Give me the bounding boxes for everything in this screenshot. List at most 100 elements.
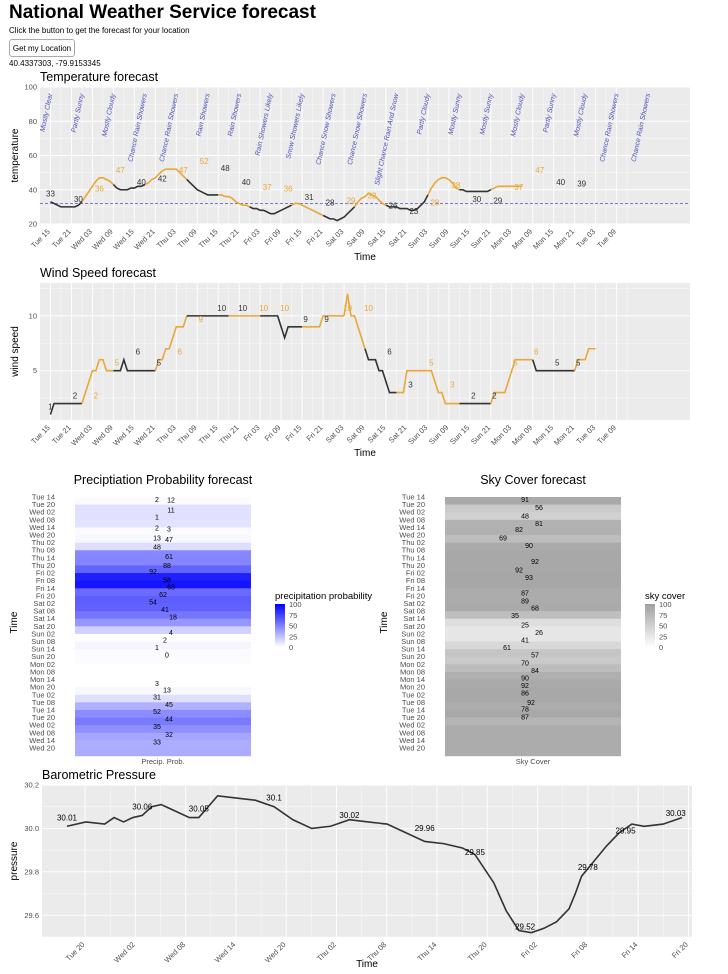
precip-value-label: 54 bbox=[149, 599, 157, 606]
precip-row-label: Mon 02 bbox=[30, 660, 55, 669]
pressure-xtick-label: Fri 20 bbox=[670, 940, 690, 960]
sky-row-label: Mon 20 bbox=[400, 683, 425, 692]
precip-cell bbox=[75, 603, 251, 612]
precip-legend-tick: 50 bbox=[289, 622, 297, 631]
precip-cell bbox=[75, 504, 251, 513]
precip-cell bbox=[75, 580, 251, 589]
precip-value-label: 61 bbox=[165, 554, 173, 561]
temperature-xtick-label: Sat 21 bbox=[387, 227, 409, 249]
temperature-xtick-label: Thu 09 bbox=[176, 227, 199, 250]
sky-value-label: 48 bbox=[521, 514, 529, 521]
wind-series-line bbox=[49, 402, 82, 415]
temperature-ytick-label: 100 bbox=[24, 83, 37, 92]
precip-row-label: Sun 14 bbox=[31, 645, 55, 654]
precip-value-label: 11 bbox=[167, 507, 174, 514]
temperature-xtick-label: Sun 21 bbox=[469, 227, 492, 250]
precip-row-label: Sat 02 bbox=[33, 599, 55, 608]
wind-data-label: 5 bbox=[157, 359, 162, 368]
wind-data-label: 6 bbox=[534, 348, 539, 357]
sky-row-label: Thu 14 bbox=[402, 553, 425, 562]
precip-value-label: 92 bbox=[149, 569, 157, 576]
precip-cell bbox=[75, 573, 251, 582]
sky-cell bbox=[445, 725, 621, 734]
temperature-xtick-label: Fri 21 bbox=[305, 227, 325, 247]
sky-value-label: 92 bbox=[521, 683, 529, 690]
wind-data-label: 6 bbox=[387, 348, 392, 357]
wind-xtick-label: Thu 03 bbox=[155, 423, 178, 446]
pressure-ytick-label: 29.8 bbox=[24, 867, 39, 876]
wind-data-label: 5 bbox=[429, 359, 434, 368]
wind-xtick-label: Wed 03 bbox=[69, 423, 94, 448]
page-subtitle: Click the button to get the forecast for… bbox=[9, 26, 190, 35]
sky-row-label: Tue 14 bbox=[402, 493, 425, 502]
sky-row-label: Thu 08 bbox=[402, 546, 425, 555]
pressure-data-label: 29.52 bbox=[515, 923, 536, 932]
coordinates-text: 40.4337303, -79.9153345 bbox=[9, 59, 101, 68]
temperature-series-line bbox=[50, 201, 83, 208]
sky-legend-tick: 50 bbox=[659, 622, 667, 631]
precip-cell bbox=[75, 565, 251, 574]
temperature-xlabel: Time bbox=[354, 252, 376, 263]
precip-row-label: Thu 02 bbox=[32, 538, 55, 547]
precip-cell bbox=[75, 512, 251, 521]
sky-cell bbox=[445, 550, 621, 559]
sky-value-label: 26 bbox=[535, 630, 543, 637]
sky-value-label: 35 bbox=[511, 613, 519, 620]
temperature-series-line bbox=[81, 176, 114, 203]
temperature-series-line bbox=[249, 204, 292, 215]
wind-xtick-label: Fri 09 bbox=[263, 423, 283, 443]
pressure-title: Barometric Pressure bbox=[42, 768, 156, 782]
precip-legend-tick: 75 bbox=[289, 611, 297, 620]
wind-xtick-label: Mon 21 bbox=[552, 423, 576, 447]
precip-legend-tick: 0 bbox=[289, 643, 293, 652]
wind-data-label: 3 bbox=[450, 381, 455, 390]
sky-cell bbox=[445, 702, 621, 711]
precip-row-label: Sat 08 bbox=[33, 607, 55, 616]
wind-xtick-label: Thu 09 bbox=[176, 423, 199, 446]
precip-row-label: Fri 20 bbox=[36, 591, 55, 600]
precip-cell bbox=[75, 717, 251, 726]
precip-cell bbox=[75, 550, 251, 559]
precip-row-label: Sun 02 bbox=[31, 629, 55, 638]
pressure-xtick-label: Tue 20 bbox=[64, 940, 87, 963]
sky-row-label: Wed 08 bbox=[399, 728, 425, 737]
pressure-data-label: 29.78 bbox=[578, 863, 599, 872]
temperature-series-line bbox=[459, 188, 492, 193]
pressure-xtick-label: Fri 14 bbox=[620, 940, 640, 960]
sky-row-label: Thu 02 bbox=[402, 538, 425, 547]
sky-cell bbox=[445, 679, 621, 688]
sky-cell bbox=[445, 504, 621, 513]
pressure-xtick-label: Fri 08 bbox=[569, 940, 589, 960]
pressure-data-label: 29.96 bbox=[415, 824, 436, 833]
temperature-series-line bbox=[218, 194, 251, 208]
sky-row-label: Wed 20 bbox=[399, 744, 425, 753]
precip-cell bbox=[75, 527, 251, 536]
wind-xtick-label: Thu 21 bbox=[218, 423, 241, 446]
wind-series-line bbox=[531, 359, 575, 372]
temperature-data-label: 42 bbox=[158, 174, 167, 183]
wind-data-label: 10 bbox=[217, 304, 226, 313]
temperature-data-label: 40 bbox=[242, 178, 251, 187]
sky-cell bbox=[445, 557, 621, 567]
temperature-data-label: 31 bbox=[305, 193, 314, 202]
get-location-button[interactable]: Get my Location bbox=[9, 39, 75, 57]
wind-data-label: 3 bbox=[408, 381, 413, 390]
temperature-data-label: 47 bbox=[535, 166, 544, 175]
wind-xtick-label: Fri 21 bbox=[305, 423, 325, 443]
pressure-panel bbox=[42, 785, 692, 937]
precip-value-label: 0 bbox=[165, 653, 169, 660]
sky-legend-bar bbox=[645, 604, 655, 647]
sky-value-label: 87 bbox=[521, 714, 529, 721]
precip-value-label: 45 bbox=[165, 702, 173, 709]
precip-cell bbox=[75, 671, 251, 681]
wind-xtick-label: Fri 15 bbox=[284, 423, 304, 443]
wind-series-line bbox=[396, 369, 428, 394]
precip-cell bbox=[75, 656, 251, 665]
pressure-data-label: 30.02 bbox=[339, 811, 360, 820]
pressure-xtick-label: Fri 02 bbox=[519, 940, 539, 960]
precip-row-label: Sun 08 bbox=[31, 637, 55, 646]
temperature-ytick-label: 20 bbox=[29, 220, 37, 229]
wind-series-line bbox=[113, 357, 156, 372]
sky-cell bbox=[445, 694, 621, 703]
